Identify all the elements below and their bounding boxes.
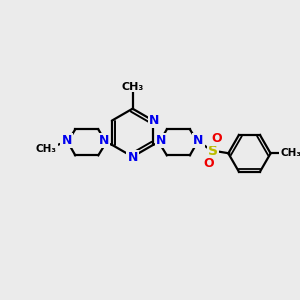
Text: N: N	[99, 134, 109, 147]
Text: N: N	[149, 114, 160, 127]
Text: O: O	[212, 133, 222, 146]
Text: CH₃: CH₃	[36, 144, 57, 154]
Text: N: N	[156, 134, 166, 147]
Text: O: O	[204, 158, 214, 170]
Text: S: S	[208, 144, 218, 158]
Text: CH₃: CH₃	[122, 82, 144, 92]
Text: N: N	[61, 134, 72, 147]
Text: CH₃: CH₃	[280, 148, 300, 158]
Text: N: N	[128, 151, 138, 164]
Text: N: N	[193, 134, 204, 147]
